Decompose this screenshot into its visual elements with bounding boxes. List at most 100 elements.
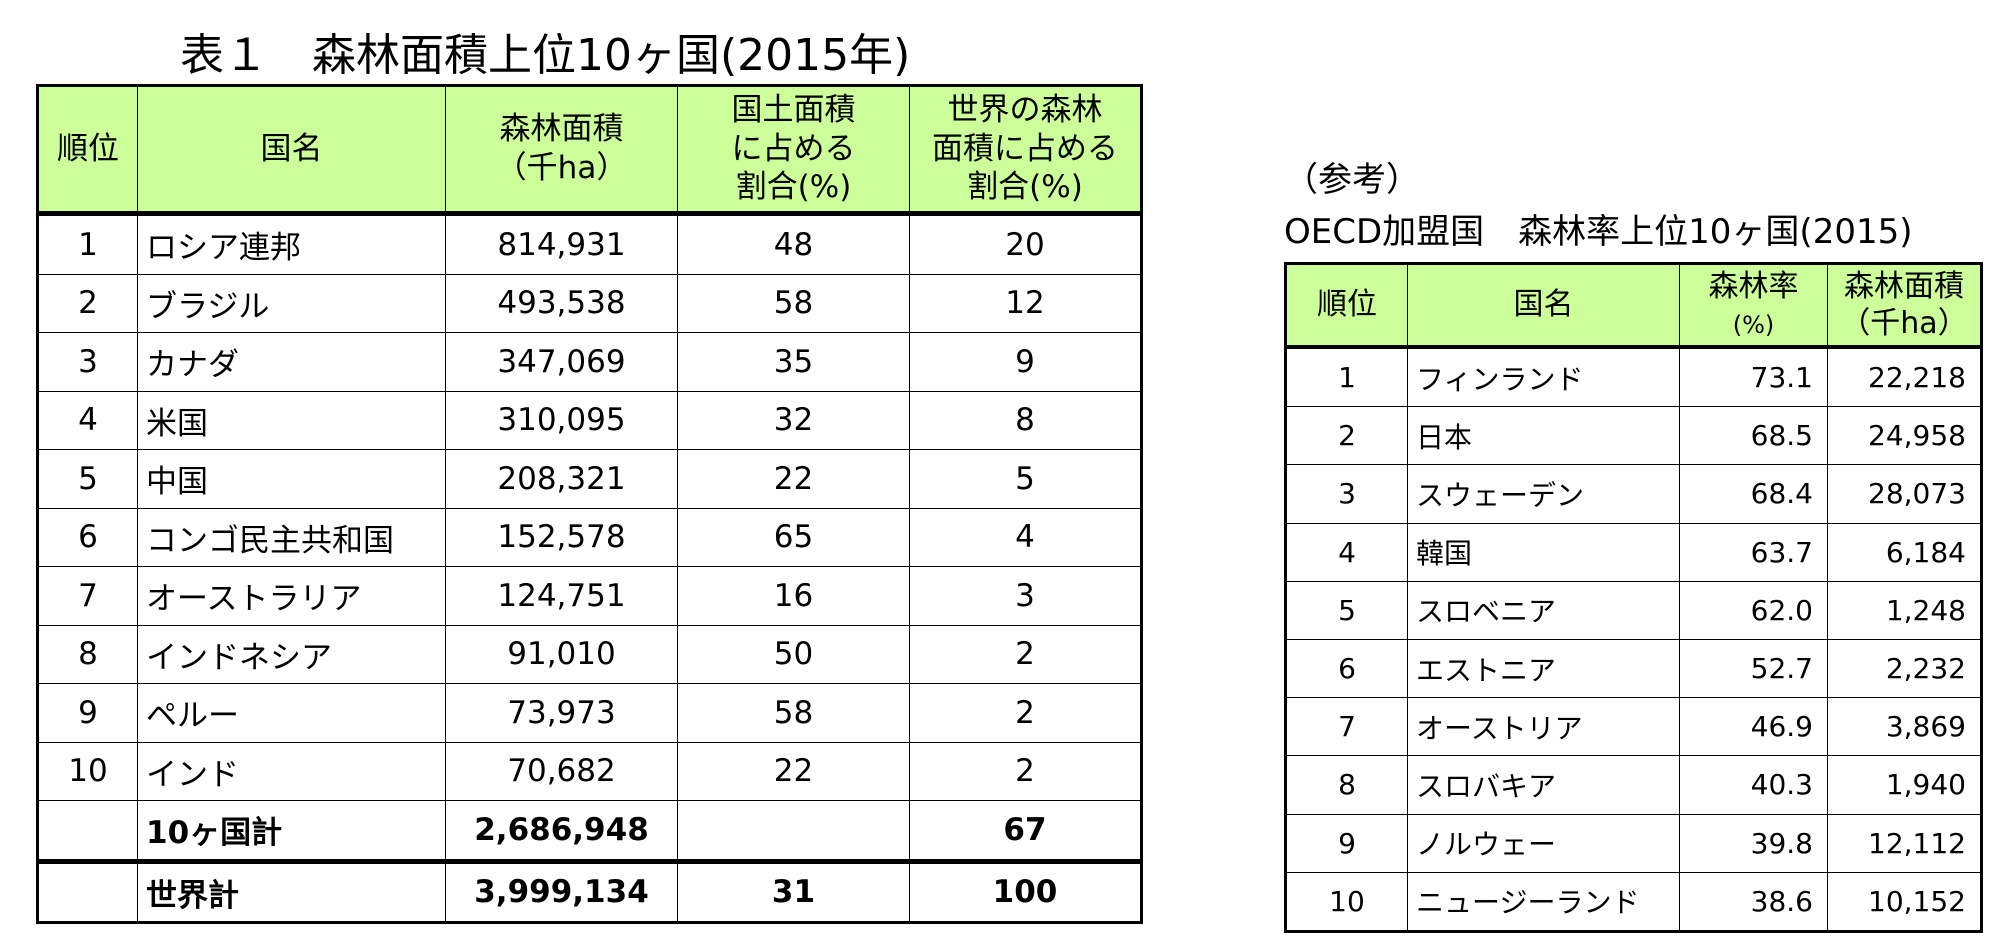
header-forest-area: 森林面積 （千ha） <box>1827 263 1982 349</box>
rank-cell: 10 <box>37 741 138 801</box>
total-label-cell: 10ヶ国計 <box>137 800 446 862</box>
table-row: 3 カナダ 347,069 35 9 <box>37 332 1142 392</box>
forest-area-cell: 2,686,948 <box>445 800 678 862</box>
forest-area-cell: 73,973 <box>445 683 678 743</box>
land-share-cell: 32 <box>677 390 910 450</box>
forest-rate-cell: 46.9 <box>1679 697 1828 757</box>
country-cell: スロバキア <box>1407 755 1680 815</box>
world-share-cell: 100 <box>909 858 1142 923</box>
land-share-cell: 22 <box>677 741 910 801</box>
rank-cell: 4 <box>1285 522 1408 582</box>
country-cell: ペルー <box>137 683 446 743</box>
land-share-cell: 65 <box>677 507 910 567</box>
forest-area-cell: 2,232 <box>1827 638 1982 699</box>
table-header-row: 順位 国名 森林面積 （千ha） 国土面積 に占める 割合(%) 世界の森林 面… <box>37 85 1142 216</box>
forest-rate-cell: 40.3 <box>1679 755 1828 815</box>
land-share-cell: 35 <box>677 332 910 392</box>
header-country: 国名 <box>137 85 446 216</box>
rank-cell: 9 <box>37 683 138 743</box>
table-row: 3 スウェーデン 68.4 28,073 <box>1285 464 1982 524</box>
country-cell: エストニア <box>1407 638 1680 699</box>
table-row: 9 ノルウェー 39.8 12,112 <box>1285 813 1982 873</box>
header-land-share: 国土面積 に占める 割合(%) <box>677 85 910 216</box>
forest-area-cell: 152,578 <box>445 507 678 567</box>
table2-body: 1 フィンランド 73.1 22,218 2 日本 68.5 24,958 3 スウェーデン 68.… <box>1285 346 1982 932</box>
forest-area-table: 順位 国名 森林面積 （千ha） 国土面積 に占める 割合(%) 世界の森林 面… <box>36 84 1143 924</box>
rank-cell: 3 <box>1285 464 1408 524</box>
world-share-cell: 4 <box>909 507 1142 567</box>
rank-cell: 7 <box>37 566 138 626</box>
country-cell: 米国 <box>137 390 446 450</box>
land-share-cell <box>677 800 910 862</box>
rank-cell: 1 <box>1285 346 1408 408</box>
reference-label: （参考） <box>1284 160 1420 200</box>
top10-total-row: 10ヶ国計 2,686,948 67 <box>37 800 1142 862</box>
rank-cell: 2 <box>37 273 138 333</box>
world-share-cell: 67 <box>909 800 1142 862</box>
forest-area-cell: 91,010 <box>445 624 678 684</box>
world-share-cell: 8 <box>909 390 1142 450</box>
rank-cell: 4 <box>37 390 138 450</box>
forest-rate-cell: 63.7 <box>1679 522 1828 582</box>
table1-title: 表１ 森林面積上位10ヶ国(2015年) <box>180 30 911 81</box>
forest-area-cell: 28,073 <box>1827 464 1982 524</box>
oecd-forest-rate-table: 順位 国名 森林率 (%) 森林面積 （千ha） 1 フィンランド 73.1 22,2… <box>1284 262 1983 933</box>
country-cell: 中国 <box>137 449 446 509</box>
country-cell: オーストラリア <box>137 566 446 626</box>
header-forest-area: 森林面積 （千ha） <box>445 85 678 216</box>
rank-cell: 6 <box>1285 638 1408 699</box>
header-rank: 順位 <box>1285 263 1408 349</box>
forest-area-cell: 12,112 <box>1827 813 1982 873</box>
table-row: 9 ペルー 73,973 58 2 <box>37 683 1142 743</box>
rank-cell: 8 <box>37 624 138 684</box>
forest-area-cell: 24,958 <box>1827 406 1982 466</box>
world-share-cell: 12 <box>909 273 1142 333</box>
rank-cell: 6 <box>37 507 138 567</box>
country-cell: ニュージーランド <box>1407 871 1680 932</box>
table-row: 2 日本 68.5 24,958 <box>1285 406 1982 466</box>
world-share-cell: 2 <box>909 624 1142 684</box>
forest-area-cell: 310,095 <box>445 390 678 450</box>
country-cell: 日本 <box>1407 406 1680 466</box>
rank-cell <box>37 858 138 923</box>
table-row: 4 米国 310,095 32 8 <box>37 390 1142 450</box>
forest-area-cell: 22,218 <box>1827 346 1982 408</box>
forest-rate-cell: 39.8 <box>1679 813 1828 873</box>
table-row: 6 コンゴ民主共和国 152,578 65 4 <box>37 507 1142 567</box>
table-row: 10 ニュージーランド 38.6 10,152 <box>1285 871 1982 932</box>
table-row: 7 オーストラリア 124,751 16 3 <box>37 566 1142 626</box>
table-header-row: 順位 国名 森林率 (%) 森林面積 （千ha） <box>1285 263 1982 349</box>
rank-cell: 5 <box>1285 580 1408 640</box>
forest-rate-cell: 68.5 <box>1679 406 1828 466</box>
table-row: 5 中国 208,321 22 5 <box>37 449 1142 509</box>
rank-cell: 9 <box>1285 813 1408 873</box>
forest-area-cell: 3,869 <box>1827 697 1982 757</box>
world-share-cell: 9 <box>909 332 1142 392</box>
forest-area-cell: 208,321 <box>445 449 678 509</box>
forest-rate-cell: 62.0 <box>1679 580 1828 640</box>
header-country: 国名 <box>1407 263 1680 349</box>
country-cell: インドネシア <box>137 624 446 684</box>
table-row: 2 ブラジル 493,538 58 12 <box>37 273 1142 333</box>
forest-area-cell: 70,682 <box>445 741 678 801</box>
land-share-cell: 22 <box>677 449 910 509</box>
table-row: 1 ロシア連邦 814,931 48 20 <box>37 213 1142 275</box>
forest-area-cell: 814,931 <box>445 213 678 275</box>
table-row: 8 インドネシア 91,010 50 2 <box>37 624 1142 684</box>
table2-title: OECD加盟国 森林率上位10ヶ国(2015) <box>1284 212 1913 252</box>
country-cell: 韓国 <box>1407 522 1680 582</box>
land-share-cell: 58 <box>677 683 910 743</box>
table-row: 5 スロベニア 62.0 1,248 <box>1285 580 1982 640</box>
rank-cell: 1 <box>37 213 138 275</box>
table-row: 6 エストニア 52.7 2,232 <box>1285 638 1982 699</box>
country-cell: インド <box>137 741 446 801</box>
country-cell: スロベニア <box>1407 580 1680 640</box>
table-row: 8 スロバキア 40.3 1,940 <box>1285 755 1982 815</box>
table-row: 1 フィンランド 73.1 22,218 <box>1285 346 1982 408</box>
table-row: 10 インド 70,682 22 2 <box>37 741 1142 801</box>
country-cell: コンゴ民主共和国 <box>137 507 446 567</box>
country-cell: ノルウェー <box>1407 813 1680 873</box>
forest-area-cell: 1,940 <box>1827 755 1982 815</box>
land-share-cell: 48 <box>677 213 910 275</box>
header-world-share: 世界の森林 面積に占める 割合(%) <box>909 85 1142 216</box>
